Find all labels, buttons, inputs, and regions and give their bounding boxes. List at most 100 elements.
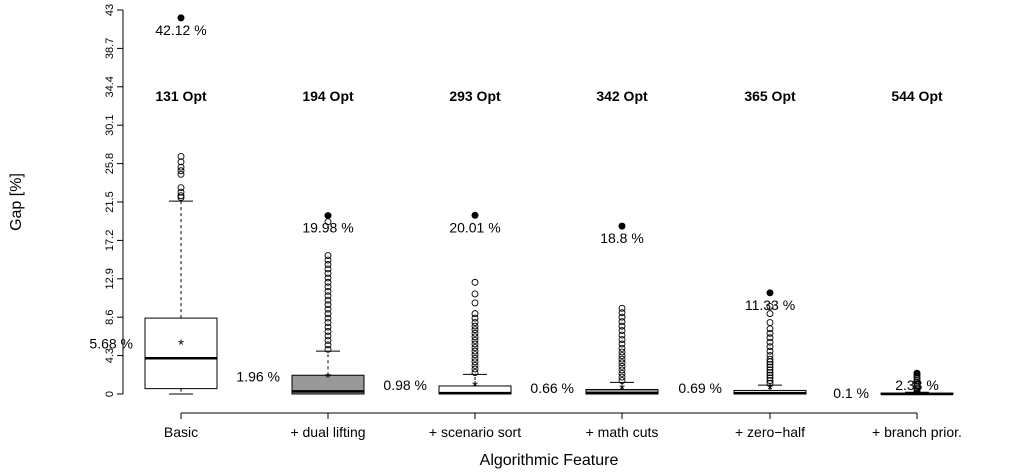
outlier-point [177, 194, 185, 201]
outlier-point [766, 377, 774, 385]
outlier-point [618, 373, 626, 381]
outlier-point [471, 319, 479, 327]
outlier-point [766, 319, 774, 327]
outlier-point [471, 314, 479, 322]
max-value-label: 19.98 % [302, 220, 353, 236]
mean-marker: * [325, 369, 331, 386]
opt-labels-layer: 131 Opt 194 Opt 293 Opt 342 Opt 365 Opt 544 O… [155, 88, 943, 104]
box-group: 20.01 % * 0.98 % [383, 211, 512, 395]
outlier-point [618, 359, 626, 367]
max-point [177, 14, 185, 22]
outlier-point [324, 265, 332, 273]
outlier-point [324, 323, 332, 331]
outlier-point [471, 347, 479, 355]
outlier-point [618, 377, 626, 385]
outlier-point [324, 336, 332, 344]
x-tick-label: + branch prior. [872, 424, 962, 440]
outlier-point [471, 369, 479, 377]
outlier-point [618, 331, 626, 339]
box-group: 11.33 % * 0.69 % [678, 289, 807, 398]
outlier-point [177, 158, 185, 166]
mean-value-label: 0.1 % [833, 385, 869, 401]
opt-count-label: 293 Opt [449, 88, 501, 104]
box-group: 18.8 % * 0.66 % [530, 222, 659, 398]
outlier-point [766, 338, 774, 346]
outlier-point [618, 348, 626, 356]
outlier-point [324, 292, 332, 300]
outlier-point [766, 374, 774, 382]
outlier-point [913, 378, 921, 386]
y-axis-ticks: 0 4.3 8.6 12.9 17.2 21.5 25.8 30.1 34.4 38.7 43 [104, 4, 123, 397]
outlier-point [471, 344, 479, 352]
x-tick-label: Basic [164, 424, 198, 440]
opt-count-label: 365 Opt [744, 88, 796, 104]
y-tick-label: 21.5 [104, 191, 116, 212]
outlier-point [324, 305, 332, 313]
y-tick-label: 30.1 [104, 114, 116, 135]
outlier-point [324, 261, 332, 268]
outlier-point [766, 361, 774, 368]
outlier-point [471, 340, 479, 348]
outlier-point [177, 184, 185, 192]
outlier-point [913, 384, 921, 392]
outlier-point [618, 322, 626, 330]
outlier-point [471, 278, 479, 286]
outlier-point [618, 313, 626, 321]
outlier-point [913, 386, 921, 393]
outlier-point [618, 355, 626, 363]
max-point [766, 289, 774, 297]
box-group: 42.12 % * 5.68 % [89, 14, 218, 395]
max-value-label: 20.01 % [449, 219, 500, 235]
outlier-point [471, 290, 479, 298]
mean-marker: * [619, 381, 625, 398]
y-tick-label: 4.3 [104, 348, 116, 363]
outlier-point [324, 287, 332, 295]
outlier-point [471, 336, 479, 344]
x-axis-title: Algorithmic Feature [480, 452, 619, 469]
outlier-point [324, 274, 332, 282]
outlier-point [913, 377, 921, 385]
box-iqr [144, 317, 218, 390]
outlier-point [618, 327, 626, 335]
outlier-point [324, 269, 332, 277]
max-value-label: 11.33 % [745, 297, 795, 313]
outlier-point [177, 153, 185, 160]
y-tick-label: 38.7 [104, 38, 116, 59]
outlier-point [177, 163, 185, 171]
y-tick-label: 25.8 [104, 153, 116, 174]
outlier-point [766, 371, 774, 379]
mean-value-label: 0.98 % [383, 377, 427, 393]
outlier-point [324, 314, 332, 322]
box-group: 2.33 %* 0.1 % [833, 369, 954, 403]
outlier-point [618, 309, 626, 317]
y-axis-title: Gap [%] [8, 173, 25, 231]
outlier-point [618, 370, 626, 377]
mean-value-label: 5.68 % [89, 335, 133, 351]
outlier-point [471, 354, 479, 362]
outlier-point [766, 329, 774, 337]
mean-marker: * [767, 381, 773, 398]
outlier-point [618, 304, 626, 312]
outlier-point [471, 326, 479, 334]
outlier-point [324, 319, 332, 327]
opt-count-label: 342 Opt [596, 88, 648, 104]
outlier-point [766, 303, 774, 310]
outlier-point [324, 310, 332, 318]
outlier-point [324, 345, 332, 353]
outlier-point [766, 347, 774, 355]
outlier-point [766, 310, 774, 318]
max-value-label: 2.33 % [895, 377, 939, 393]
y-tick-label: 8.6 [104, 310, 116, 325]
outlier-point [618, 352, 626, 360]
outlier-point [913, 387, 921, 395]
outlier-point [324, 332, 332, 340]
outlier-point [766, 366, 774, 374]
outlier-point [324, 301, 332, 309]
x-tick-label: + scenario sort [429, 424, 521, 440]
outlier-point [766, 343, 774, 351]
x-tick-label: + zero−half [735, 424, 805, 440]
box-iqr [291, 374, 365, 395]
outlier-point [324, 296, 332, 304]
outlier-point [324, 283, 332, 291]
